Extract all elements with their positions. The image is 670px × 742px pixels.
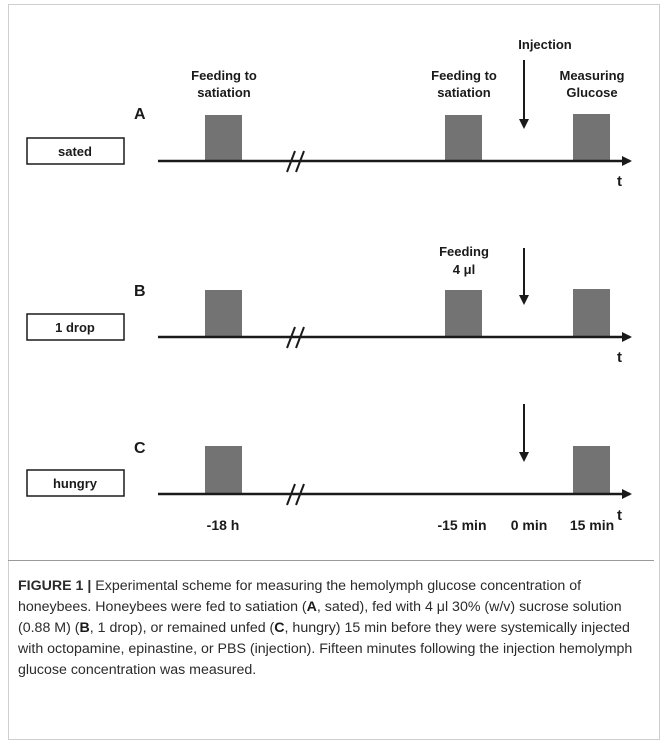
feeding-block-b1	[205, 290, 242, 337]
caption-ref-c: C	[274, 620, 285, 636]
axis-break-a2	[295, 150, 305, 173]
caption-text-2: , sated), fed with 4 μl 30% (w/v) sucros…	[18, 599, 622, 636]
feeding-heading-b-1: Feeding	[439, 244, 489, 259]
feeding-to-satiation-heading-2a: Feeding to	[431, 68, 497, 83]
condition-label-hungry: hungry	[53, 476, 98, 491]
panel-a: Injection Feeding to satiation Feeding t…	[26, 37, 632, 190]
axis-t-b: t	[617, 349, 622, 366]
measuring-glucose-heading-a: Measuring	[559, 68, 624, 83]
panel-b: Feeding 4 μl B 1 drop t	[26, 244, 632, 366]
panel-letter-a: A	[134, 106, 146, 123]
caption-text-4: , hungry) 15 min before they were system…	[18, 620, 633, 678]
experimental-scheme-diagram: Injection Feeding to satiation Feeding t…	[26, 37, 632, 533]
feeding-heading-b-2: 4 μl	[453, 262, 475, 277]
axis-break-b2	[295, 326, 305, 349]
time-label-minus-15min: -15 min	[437, 517, 486, 533]
feeding-to-satiation-heading-2b: satiation	[437, 85, 491, 100]
condition-box-hungry	[26, 469, 125, 497]
axis-break-a1	[286, 150, 296, 173]
time-label-0min: 0 min	[511, 517, 548, 533]
panel-letter-b: B	[134, 283, 146, 300]
axis-break-c1	[286, 483, 296, 506]
panel-letter-c: C	[134, 440, 146, 457]
figure-caption: FIGURE 1 | Experimental scheme for measu…	[18, 576, 648, 681]
condition-box-1-drop	[26, 313, 125, 341]
condition-box-sated	[26, 137, 125, 165]
axis-t-c: t	[617, 507, 622, 524]
injection-heading: Injection	[518, 37, 572, 52]
condition-label-sated: sated	[58, 144, 92, 159]
measuring-glucose-heading-b: Glucose	[566, 85, 617, 100]
feeding-block-a1	[205, 115, 242, 161]
caption-figure-label: FIGURE 1 |	[18, 578, 92, 594]
feeding-block-c1	[205, 446, 242, 494]
measurement-block-c	[573, 446, 610, 494]
axis-t-a: t	[617, 173, 622, 190]
time-label-15min: 15 min	[570, 517, 614, 533]
caption-text-3: , 1 drop), or remained unfed (	[89, 620, 275, 636]
measurement-block-b	[573, 289, 610, 337]
measurement-block-a	[573, 114, 610, 161]
feeding-to-satiation-heading-1b: satiation	[197, 85, 251, 100]
caption-divider	[8, 560, 654, 561]
feeding-block-a2	[445, 115, 482, 161]
axis-break-b1	[286, 326, 296, 349]
panel-c: C hungry t -18 h -15 min 0 min 15 min	[26, 404, 632, 533]
time-label-minus-18h: -18 h	[207, 517, 240, 533]
feeding-block-b2	[445, 290, 482, 337]
figure-frame	[8, 4, 660, 740]
caption-ref-a: A	[306, 599, 317, 615]
caption-ref-b: B	[79, 620, 90, 636]
caption-text-1: Experimental scheme for measuring the he…	[18, 578, 582, 615]
axis-break-c2	[295, 483, 305, 506]
feeding-to-satiation-heading-1a: Feeding to	[191, 68, 257, 83]
condition-label-1-drop: 1 drop	[55, 320, 95, 335]
